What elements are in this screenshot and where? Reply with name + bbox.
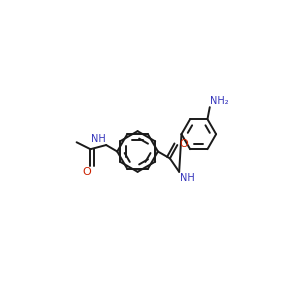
Text: NH₂: NH₂	[210, 96, 229, 106]
Text: O: O	[179, 139, 188, 149]
Text: NH: NH	[180, 173, 195, 183]
Text: O: O	[82, 167, 91, 177]
Text: NH: NH	[91, 134, 106, 144]
